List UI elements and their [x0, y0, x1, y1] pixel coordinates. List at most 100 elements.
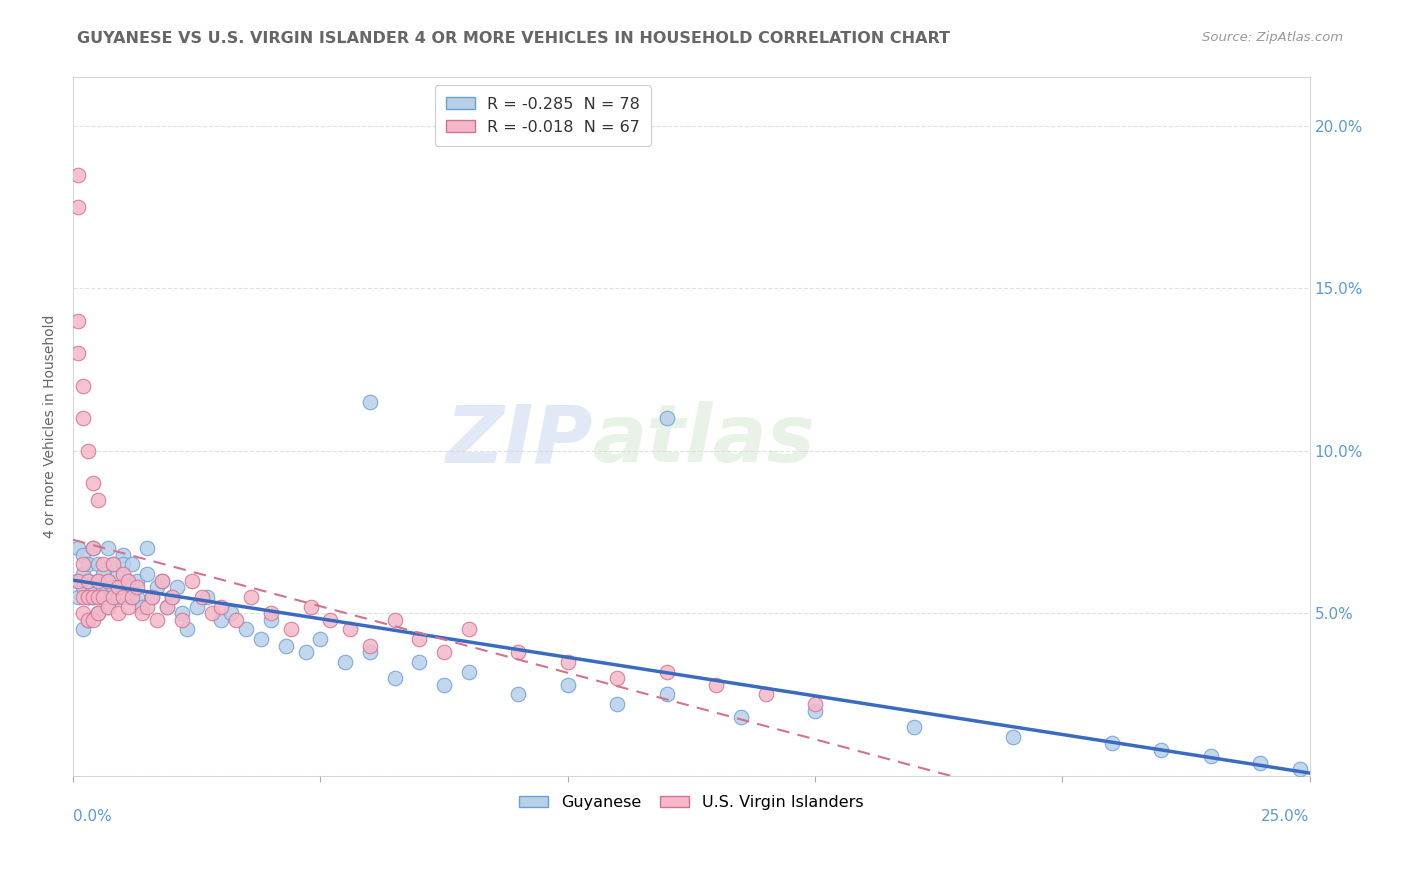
Point — [82, 580, 104, 594]
Point — [1001, 730, 1024, 744]
Point — [730, 710, 752, 724]
Point — [1288, 762, 1310, 776]
Point — [359, 395, 381, 409]
Point — [606, 697, 628, 711]
Point — [333, 655, 356, 669]
Point — [200, 606, 222, 620]
Point — [97, 574, 120, 588]
Point — [457, 623, 479, 637]
Point — [1199, 749, 1222, 764]
Point — [127, 590, 149, 604]
Point — [804, 704, 827, 718]
Point — [77, 613, 100, 627]
Point — [146, 613, 169, 627]
Point — [77, 574, 100, 588]
Point — [72, 558, 94, 572]
Point — [111, 580, 134, 594]
Point — [186, 599, 208, 614]
Point — [156, 599, 179, 614]
Point — [136, 567, 159, 582]
Point — [1150, 742, 1173, 756]
Point — [508, 687, 530, 701]
Point — [1101, 736, 1123, 750]
Point — [754, 687, 776, 701]
Point — [433, 645, 456, 659]
Point — [141, 590, 163, 604]
Point — [274, 639, 297, 653]
Point — [121, 580, 143, 594]
Legend: Guyanese, U.S. Virgin Islanders: Guyanese, U.S. Virgin Islanders — [513, 789, 870, 816]
Point — [131, 599, 153, 614]
Point — [408, 632, 430, 647]
Point — [97, 599, 120, 614]
Point — [180, 574, 202, 588]
Point — [457, 665, 479, 679]
Point — [72, 379, 94, 393]
Point — [111, 558, 134, 572]
Point — [127, 580, 149, 594]
Point — [170, 613, 193, 627]
Point — [359, 645, 381, 659]
Point — [72, 580, 94, 594]
Point — [136, 599, 159, 614]
Point — [67, 574, 90, 588]
Point — [433, 677, 456, 691]
Point — [557, 655, 579, 669]
Point — [67, 314, 90, 328]
Point — [72, 606, 94, 620]
Point — [190, 590, 212, 604]
Point — [91, 567, 114, 582]
Point — [166, 580, 188, 594]
Point — [97, 599, 120, 614]
Point — [87, 492, 110, 507]
Point — [87, 558, 110, 572]
Point — [87, 606, 110, 620]
Point — [804, 697, 827, 711]
Point — [221, 606, 243, 620]
Point — [72, 623, 94, 637]
Point — [82, 541, 104, 556]
Point — [150, 574, 173, 588]
Point — [91, 558, 114, 572]
Point — [91, 590, 114, 604]
Point — [250, 632, 273, 647]
Point — [127, 574, 149, 588]
Point — [77, 590, 100, 604]
Point — [156, 599, 179, 614]
Point — [72, 548, 94, 562]
Point — [299, 599, 322, 614]
Point — [136, 541, 159, 556]
Point — [655, 687, 678, 701]
Point — [655, 665, 678, 679]
Point — [67, 346, 90, 360]
Point — [160, 590, 183, 604]
Point — [77, 574, 100, 588]
Point — [117, 590, 139, 604]
Point — [260, 606, 283, 620]
Text: ZIP: ZIP — [446, 401, 592, 479]
Point — [101, 580, 124, 594]
Point — [111, 548, 134, 562]
Point — [195, 590, 218, 604]
Point — [101, 590, 124, 604]
Text: 0.0%: 0.0% — [73, 809, 112, 824]
Text: 25.0%: 25.0% — [1261, 809, 1309, 824]
Point — [87, 574, 110, 588]
Point — [67, 168, 90, 182]
Point — [294, 645, 316, 659]
Point — [557, 677, 579, 691]
Point — [121, 590, 143, 604]
Point — [67, 541, 90, 556]
Point — [87, 590, 110, 604]
Point — [225, 613, 247, 627]
Point — [82, 541, 104, 556]
Point — [170, 606, 193, 620]
Point — [87, 574, 110, 588]
Point — [77, 558, 100, 572]
Point — [101, 558, 124, 572]
Point — [260, 613, 283, 627]
Point — [82, 476, 104, 491]
Point — [508, 645, 530, 659]
Point — [107, 580, 129, 594]
Point — [107, 590, 129, 604]
